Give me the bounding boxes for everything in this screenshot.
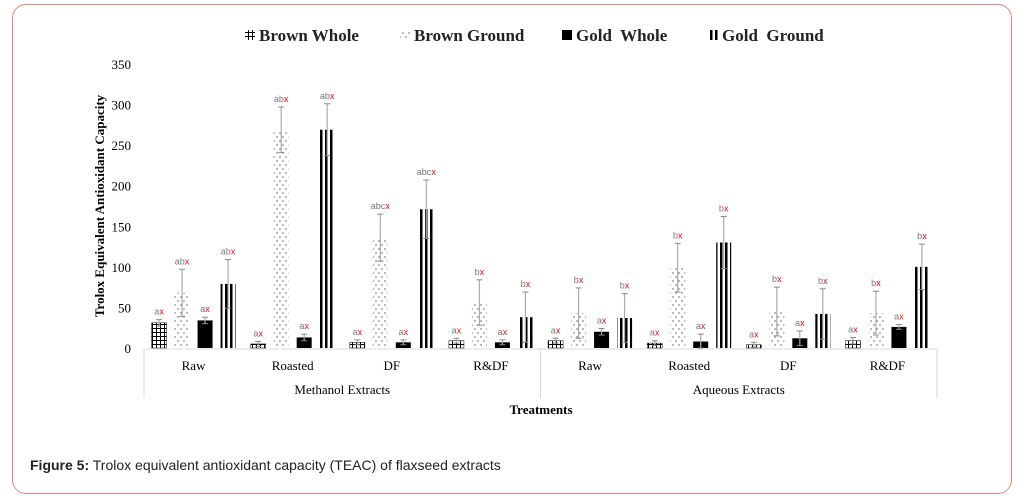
significance-label: ax bbox=[399, 327, 409, 337]
significance-label: abcx bbox=[371, 201, 391, 211]
legend-item: Gold Whole bbox=[562, 26, 668, 45]
bar bbox=[319, 129, 335, 348]
significance-label: ax bbox=[452, 325, 462, 335]
bar bbox=[716, 242, 732, 348]
legend-item: Gold Ground bbox=[708, 26, 824, 45]
legend-item: Brown Ground bbox=[400, 26, 525, 45]
legend-swatch bbox=[562, 30, 572, 40]
bar bbox=[670, 267, 686, 348]
x-tick-label: Roasted bbox=[668, 358, 710, 373]
y-tick-label: 50 bbox=[118, 300, 131, 315]
x-tick-label: R&DF bbox=[473, 358, 508, 373]
legend: Brown Whole Brown Ground Gold Whole Gold Gr… bbox=[245, 26, 824, 45]
significance-label: bx bbox=[818, 276, 828, 286]
significance-label: abx bbox=[175, 256, 190, 266]
significance-label: bx bbox=[772, 274, 782, 284]
x-tick-label: Raw bbox=[578, 358, 602, 373]
group-label: Aqueous Extracts bbox=[693, 382, 785, 397]
significance-label: abx bbox=[320, 91, 335, 101]
bar bbox=[418, 209, 434, 348]
significance-label: abx bbox=[274, 94, 289, 104]
significance-label: ax bbox=[299, 321, 309, 331]
bar bbox=[594, 331, 610, 348]
significance-label: bx bbox=[620, 281, 630, 291]
figure-frame bbox=[12, 4, 1012, 494]
bar bbox=[197, 320, 213, 348]
significance-label: ax bbox=[253, 329, 263, 339]
x-tick-label: DF bbox=[384, 358, 401, 373]
y-tick-label: 300 bbox=[112, 98, 132, 113]
figure-caption: Figure 5: Trolox equivalent antioxidant … bbox=[30, 457, 501, 473]
bar bbox=[220, 283, 236, 348]
significance-label: ax bbox=[650, 328, 660, 338]
legend-label: Gold Ground bbox=[722, 26, 824, 45]
significance-label: abcx bbox=[417, 167, 437, 177]
significance-label: bx bbox=[673, 230, 683, 240]
legend-swatch bbox=[400, 30, 410, 40]
significance-label: ax bbox=[749, 329, 759, 339]
y-axis: 0 50 100 150 200 250 300 350 bbox=[112, 57, 132, 356]
significance-label: abx bbox=[221, 247, 236, 257]
significance-label: ax bbox=[894, 311, 904, 321]
caption-text: Trolox equivalent antioxidant capacity (… bbox=[89, 457, 501, 473]
bar bbox=[174, 292, 190, 348]
significance-label: ax bbox=[795, 318, 805, 328]
legend-swatch bbox=[708, 30, 718, 40]
significance-label: bx bbox=[521, 279, 531, 289]
y-tick-label: 250 bbox=[112, 138, 132, 153]
y-axis-label: Trolox Equivalent Antioxidant Capacity bbox=[92, 94, 107, 317]
bar bbox=[372, 237, 388, 348]
significance-label: bx bbox=[871, 278, 881, 288]
significance-label: ax bbox=[353, 327, 363, 337]
significance-label: bx bbox=[719, 204, 729, 214]
significance-label: ax bbox=[200, 304, 210, 314]
bar bbox=[914, 266, 930, 348]
y-tick-label: 100 bbox=[112, 260, 132, 275]
x-tick-label: R&DF bbox=[870, 358, 905, 373]
legend-label: Gold Whole bbox=[576, 26, 668, 45]
significance-label: ax bbox=[597, 316, 607, 326]
significance-label: bx bbox=[917, 231, 927, 241]
y-tick-label: 350 bbox=[112, 57, 132, 72]
significance-label: bx bbox=[574, 275, 584, 285]
legend-item: Brown Whole bbox=[245, 26, 359, 45]
group-label: Methanol Extracts bbox=[294, 382, 390, 397]
x-tick-label: Raw bbox=[182, 358, 206, 373]
significance-label: ax bbox=[848, 324, 858, 334]
significance-label: ax bbox=[154, 307, 164, 317]
x-axis: Raw Roasted DF R&DF Raw Roasted DF R&DF Methanol… bbox=[143, 348, 938, 398]
legend-swatch bbox=[245, 30, 255, 40]
significance-label: ax bbox=[498, 327, 508, 337]
bar bbox=[151, 322, 167, 349]
y-tick-label: 0 bbox=[125, 341, 132, 356]
legend-label: Brown Whole bbox=[259, 26, 359, 45]
bar bbox=[891, 326, 907, 348]
x-tick-label: Roasted bbox=[272, 358, 314, 373]
legend-label: Brown Ground bbox=[414, 26, 525, 45]
significance-label: bx bbox=[475, 267, 485, 277]
significance-label: ax bbox=[696, 321, 706, 331]
x-tick-label: DF bbox=[780, 358, 797, 373]
significance-label: ax bbox=[551, 325, 561, 335]
x-axis-label: Treatments bbox=[509, 402, 572, 417]
bar bbox=[273, 129, 289, 348]
y-tick-label: 200 bbox=[112, 179, 132, 194]
bars: ax ax ax ax ax ax ax ax abx abx abcx bx bx bx bx bx ax ax… bbox=[151, 91, 930, 349]
bar bbox=[296, 337, 312, 348]
caption-label: Figure 5: bbox=[30, 457, 90, 473]
y-tick-label: 150 bbox=[112, 219, 132, 234]
